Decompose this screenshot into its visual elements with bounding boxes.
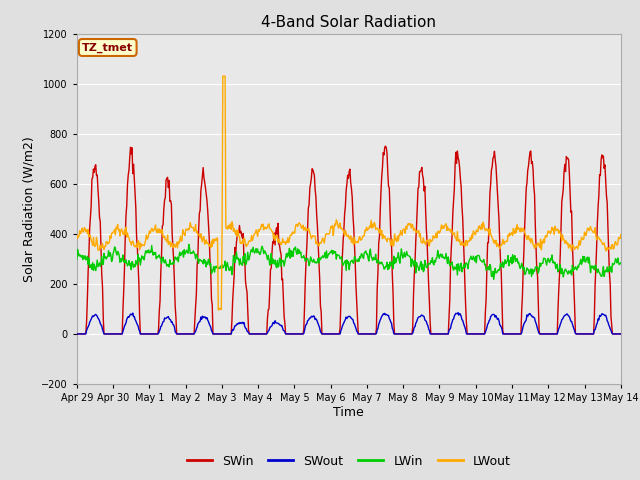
SWin <box>617 331 625 337</box>
LWout <box>73 237 81 242</box>
LWout <box>139 242 147 248</box>
SWin <box>73 331 81 337</box>
Line: LWout: LWout <box>77 76 621 310</box>
SWout <box>73 331 81 337</box>
SWout <box>431 331 438 337</box>
LWin <box>139 255 147 261</box>
LWout <box>194 232 202 238</box>
X-axis label: Time: Time <box>333 406 364 419</box>
LWin <box>195 261 202 266</box>
LWin <box>83 255 90 261</box>
Title: 4-Band Solar Radiation: 4-Band Solar Radiation <box>261 15 436 30</box>
LWin <box>431 259 439 265</box>
LWin <box>416 266 424 272</box>
LWin <box>223 260 231 265</box>
LWout <box>224 223 232 228</box>
SWout <box>454 310 462 315</box>
Line: SWout: SWout <box>77 312 621 334</box>
LWout <box>433 230 440 236</box>
SWout <box>194 321 202 327</box>
LWout <box>617 231 625 237</box>
LWin <box>617 260 625 266</box>
SWout <box>415 314 422 320</box>
Line: LWin: LWin <box>77 244 621 279</box>
SWin <box>431 331 439 337</box>
Text: TZ_tmet: TZ_tmet <box>82 42 133 53</box>
LWin <box>490 276 497 282</box>
LWout <box>417 231 424 237</box>
SWin <box>416 169 424 175</box>
Y-axis label: Solar Radiation (W/m2): Solar Radiation (W/m2) <box>22 136 36 282</box>
LWin <box>185 241 193 247</box>
SWin <box>194 253 202 259</box>
SWin <box>381 143 389 149</box>
LWout <box>214 307 222 313</box>
SWin <box>83 318 90 324</box>
LWin <box>73 257 81 263</box>
Line: SWin: SWin <box>77 146 621 334</box>
SWin <box>223 331 230 337</box>
LWout <box>83 227 90 233</box>
LWout <box>219 73 227 79</box>
SWout <box>223 331 230 337</box>
SWout <box>83 327 90 333</box>
SWin <box>139 331 147 337</box>
Legend: SWin, SWout, LWin, LWout: SWin, SWout, LWin, LWout <box>182 450 516 473</box>
SWout <box>139 331 147 337</box>
SWout <box>617 331 625 337</box>
